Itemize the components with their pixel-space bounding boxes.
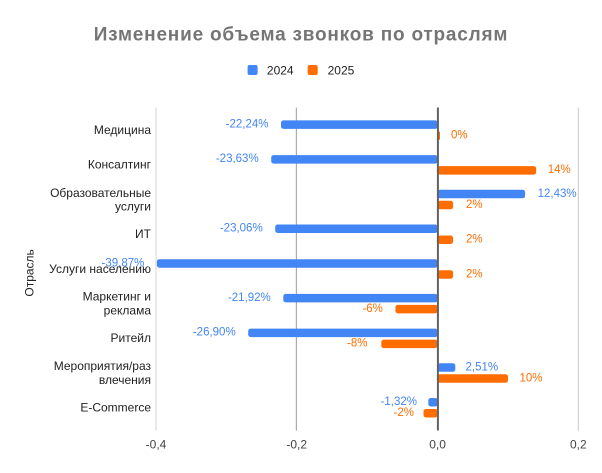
svg-text:-0,2: -0,2	[286, 438, 307, 452]
svg-text:Отрасль: Отрасль	[23, 249, 37, 296]
svg-text:Ритейл: Ритейл	[111, 331, 151, 345]
svg-text:Мероприятия/раз: Мероприятия/раз	[54, 359, 152, 373]
svg-text:0%: 0%	[451, 130, 468, 142]
svg-text:ИТ: ИТ	[135, 227, 152, 241]
svg-text:-1,32%: -1,32%	[381, 396, 417, 408]
svg-text:-39,87%: -39,87%	[102, 257, 145, 269]
svg-text:-8%: -8%	[347, 338, 367, 350]
svg-text:2%: 2%	[466, 268, 483, 280]
svg-text:-21,92%: -21,92%	[228, 292, 271, 304]
svg-text:2,51%: 2,51%	[466, 361, 499, 373]
svg-text:0,0: 0,0	[429, 438, 446, 452]
svg-text:-23,63%: -23,63%	[216, 153, 259, 165]
svg-text:реклама: реклама	[104, 303, 152, 317]
svg-text:Маркетинг и: Маркетинг и	[83, 290, 151, 304]
svg-text:10%: 10%	[520, 372, 543, 384]
svg-text:14%: 14%	[548, 164, 571, 176]
svg-text:Медицина: Медицина	[94, 123, 151, 137]
svg-text:-26,90%: -26,90%	[193, 327, 236, 339]
svg-text:Консалтинг: Консалтинг	[88, 158, 152, 172]
svg-text:-22,24%: -22,24%	[226, 119, 269, 131]
svg-text:Образовательные: Образовательные	[50, 186, 151, 200]
svg-text:E-Commerce: E-Commerce	[80, 401, 151, 415]
svg-text:2024: 2024	[267, 64, 294, 78]
svg-text:-23,06%: -23,06%	[220, 223, 263, 235]
svg-text:услуги: услуги	[115, 200, 151, 214]
svg-text:0,2: 0,2	[570, 438, 587, 452]
svg-text:-2%: -2%	[394, 407, 414, 419]
svg-text:2025: 2025	[328, 64, 355, 78]
svg-text:2%: 2%	[466, 199, 483, 211]
svg-text:-0,4: -0,4	[146, 438, 167, 452]
svg-text:влечения: влечения	[99, 373, 151, 387]
svg-text:Изменение объема звонков по от: Изменение объема звонков по отраслям	[94, 25, 509, 46]
svg-text:Услуги населению: Услуги населению	[49, 262, 151, 276]
svg-text:-6%: -6%	[362, 303, 382, 315]
svg-text:2%: 2%	[466, 234, 483, 246]
svg-text:12,43%: 12,43%	[538, 188, 577, 200]
